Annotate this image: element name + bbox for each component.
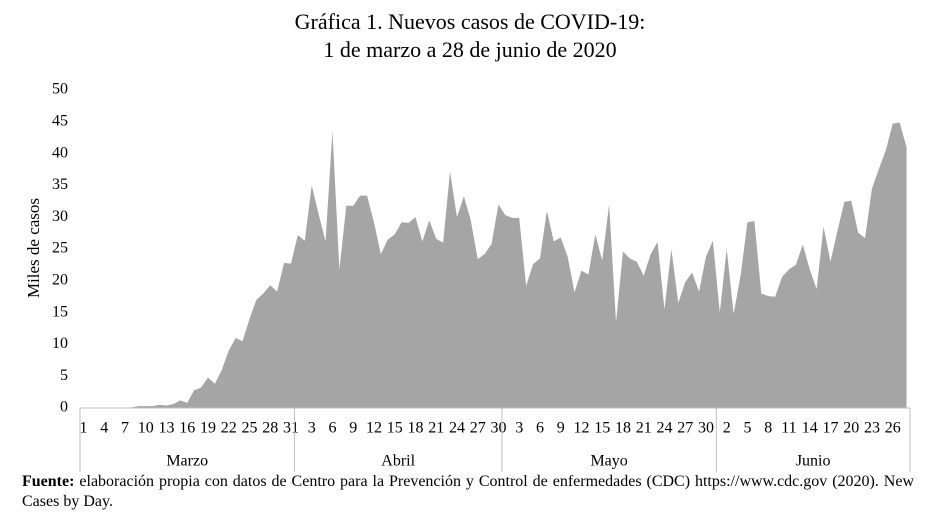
x-tick-label: 3	[308, 420, 316, 437]
x-tick-label: 19	[200, 420, 216, 437]
x-tick-label: 30	[490, 420, 506, 437]
x-tick-label: 1	[79, 420, 87, 437]
source-text: elaboración propia con datos de Centro p…	[22, 473, 915, 510]
x-tick-label: 14	[802, 420, 818, 437]
source-label: Fuente:	[22, 473, 75, 490]
source-note: Fuente: elaboración propia con datos de …	[22, 472, 914, 512]
y-tick-label: 50	[52, 81, 68, 98]
y-tick-label: 5	[60, 367, 68, 384]
y-tick-label: 20	[52, 271, 68, 288]
x-tick-label: 20	[843, 420, 859, 437]
x-tick-label: 18	[407, 420, 423, 437]
x-tick-label: 8	[764, 420, 772, 437]
x-tick-label: 18	[615, 420, 631, 437]
area	[83, 122, 907, 408]
x-tick-label: 26	[885, 420, 901, 437]
x-tick-label: 25	[241, 420, 257, 437]
x-tick-label: 21	[636, 420, 652, 437]
x-tick-label: 9	[557, 420, 565, 437]
x-tick-label: 15	[387, 420, 403, 437]
chart-title: Gráfica 1. Nuevos casos de COVID-19:	[295, 9, 646, 34]
x-tick-label: 27	[677, 420, 693, 437]
x-tick-label: 9	[349, 420, 357, 437]
x-tick-label: 30	[698, 420, 714, 437]
group-label: Abril	[381, 453, 415, 470]
x-tick-label: 4	[100, 420, 108, 437]
x-tick-label: 12	[366, 420, 382, 437]
y-tick-label: 40	[52, 144, 68, 161]
x-tick-label: 24	[449, 420, 465, 437]
chart-title: 1 de marzo a 28 de junio de 2020	[323, 37, 616, 62]
x-tick-label: 24	[656, 420, 672, 437]
x-tick-label: 6	[536, 420, 544, 437]
x-tick-label: 23	[864, 420, 880, 437]
x-tick-label: 3	[515, 420, 523, 437]
x-tick-label: 17	[822, 420, 838, 437]
y-tick-label: 30	[52, 208, 68, 225]
x-tick-label: 12	[573, 420, 589, 437]
x-tick-label: 27	[470, 420, 486, 437]
y-tick-label: 35	[52, 176, 68, 193]
group-label: Mayo	[590, 453, 627, 470]
x-tick-label: 11	[781, 420, 796, 437]
x-tick-label: 5	[743, 420, 751, 437]
x-tick-label: 7	[121, 420, 129, 437]
x-tick-label: 28	[262, 420, 278, 437]
y-tick-label: 0	[60, 399, 68, 416]
x-tick-label: 16	[179, 420, 195, 437]
y-tick-label: 45	[52, 112, 68, 129]
x-tick-label: 2	[723, 420, 731, 437]
y-axis-label: Miles de casos	[24, 198, 43, 298]
x-tick-label: 31	[283, 420, 299, 437]
x-tick-label: 10	[138, 420, 154, 437]
group-label: Marzo	[166, 453, 208, 470]
x-tick-label: 22	[221, 420, 237, 437]
x-tick-label: 13	[158, 420, 174, 437]
group-label: Junio	[796, 453, 831, 470]
y-tick-label: 15	[52, 303, 68, 320]
chart: Gráfica 1. Nuevos casos de COVID-19: 1 d…	[24, 9, 911, 474]
y-tick-label: 25	[52, 240, 68, 257]
y-tick-label: 10	[52, 335, 68, 352]
x-tick-label: 15	[594, 420, 610, 437]
x-tick-label: 21	[428, 420, 444, 437]
x-tick-label: 6	[328, 420, 336, 437]
